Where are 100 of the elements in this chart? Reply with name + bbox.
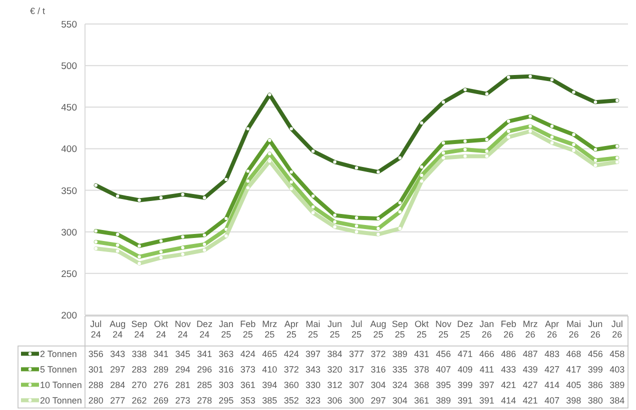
data-label: 424 <box>284 349 299 360</box>
data-label: 317 <box>348 364 364 375</box>
data-label: 320 <box>327 364 342 375</box>
y-tick-label: 550 <box>61 20 77 30</box>
data-label: 409 <box>458 364 473 375</box>
data-label: 385 <box>262 396 278 406</box>
x-tick-label: Apr 25 <box>284 319 298 340</box>
data-label: 386 <box>588 380 603 390</box>
data-label: 384 <box>327 349 342 360</box>
data-label: 338 <box>132 349 147 360</box>
data-label: 297 <box>110 364 126 375</box>
data-label: 356 <box>88 349 104 360</box>
data-label: 389 <box>610 380 625 390</box>
data-label: 421 <box>501 380 516 390</box>
x-tick-label: Aug 24 <box>110 319 126 340</box>
data-label: 378 <box>414 364 430 375</box>
data-label: 289 <box>154 364 169 375</box>
y-tick-label: 400 <box>61 144 77 156</box>
data-label: 353 <box>240 396 256 406</box>
data-label: 411 <box>480 364 494 375</box>
data-label: 427 <box>522 380 538 390</box>
data-label: 335 <box>392 364 408 375</box>
data-label: 487 <box>522 349 538 360</box>
data-label: 465 <box>262 349 278 360</box>
y-axis-title: € / t <box>30 6 46 16</box>
data-label: 277 <box>110 396 126 406</box>
data-label: 304 <box>392 396 408 406</box>
data-label: 297 <box>370 396 386 406</box>
data-label: 300 <box>348 396 364 406</box>
data-label: 280 <box>88 396 104 406</box>
x-tick-label: Jan 26 <box>480 319 494 340</box>
line-series <box>94 74 620 202</box>
data-label: 372 <box>284 364 299 375</box>
legend-label: 20 Tonnen <box>40 396 82 406</box>
data-label: 343 <box>110 349 126 360</box>
data-label: 368 <box>414 380 430 390</box>
data-label: 360 <box>284 380 299 390</box>
data-label: 410 <box>262 364 278 375</box>
data-label: 316 <box>218 364 234 375</box>
data-label: 397 <box>479 380 494 390</box>
legend-label: 10 Tonnen <box>40 380 82 390</box>
x-tick-label: Jan 25 <box>218 319 234 340</box>
x-tick-label: Feb 25 <box>240 319 256 340</box>
data-label: 399 <box>458 380 473 390</box>
data-label: 281 <box>175 380 190 390</box>
data-label: 341 <box>196 349 212 360</box>
data-label: 389 <box>392 349 408 360</box>
x-tick-label: Dez 24 <box>196 319 213 340</box>
data-label: 439 <box>522 364 538 375</box>
y-tick-label: 300 <box>61 227 77 238</box>
data-label: 270 <box>132 380 147 390</box>
data-label: 407 <box>544 396 560 406</box>
data-label: 316 <box>370 364 386 375</box>
x-tick-label: Dez 25 <box>457 319 474 340</box>
data-label: 394 <box>262 380 278 390</box>
data-label: 395 <box>436 380 451 390</box>
data-label: 262 <box>132 396 147 406</box>
data-label: 427 <box>544 364 560 375</box>
data-label: 312 <box>327 380 342 390</box>
x-tick-label: Feb 26 <box>500 319 516 340</box>
data-label: 407 <box>436 364 451 375</box>
data-label: 296 <box>196 364 212 375</box>
data-label: 283 <box>132 364 147 375</box>
y-tick-label: 350 <box>61 186 77 197</box>
data-label: 301 <box>88 364 104 375</box>
data-label: 341 <box>154 349 169 360</box>
data-label: 391 <box>458 396 473 406</box>
data-label: 456 <box>588 349 603 360</box>
data-label: 458 <box>610 349 625 360</box>
data-label: 307 <box>348 380 364 390</box>
data-label: 483 <box>544 349 560 360</box>
x-tick-label: Sep 24 <box>131 319 148 340</box>
data-label: 294 <box>175 364 190 375</box>
data-label: 414 <box>544 380 560 390</box>
data-label: 285 <box>196 380 212 390</box>
data-label: 424 <box>240 349 256 360</box>
y-tick-label: 450 <box>61 102 77 114</box>
data-label: 377 <box>348 349 364 360</box>
data-label: 284 <box>110 380 126 390</box>
data-label: 295 <box>218 396 234 406</box>
data-label: 304 <box>370 380 386 390</box>
data-label: 398 <box>566 396 582 406</box>
x-tick-label: Jul 26 <box>611 319 623 340</box>
data-label: 324 <box>392 380 408 390</box>
x-tick-label: Jul 25 <box>350 319 362 340</box>
data-label: 373 <box>240 364 256 375</box>
data-label: 303 <box>218 380 234 390</box>
data-label: 433 <box>501 364 516 375</box>
data-label: 273 <box>175 396 190 406</box>
y-tick-label: 500 <box>61 61 77 72</box>
data-label: 391 <box>479 396 494 406</box>
data-label: 323 <box>306 396 321 406</box>
data-label: 456 <box>436 349 451 360</box>
data-label: 269 <box>154 396 169 406</box>
data-label: 380 <box>588 396 603 406</box>
data-label: 372 <box>370 349 386 360</box>
data-label: 306 <box>327 396 342 406</box>
data-label: 468 <box>566 349 582 360</box>
data-label: 276 <box>154 380 169 390</box>
x-tick-label: Mrz 26 <box>522 319 538 340</box>
